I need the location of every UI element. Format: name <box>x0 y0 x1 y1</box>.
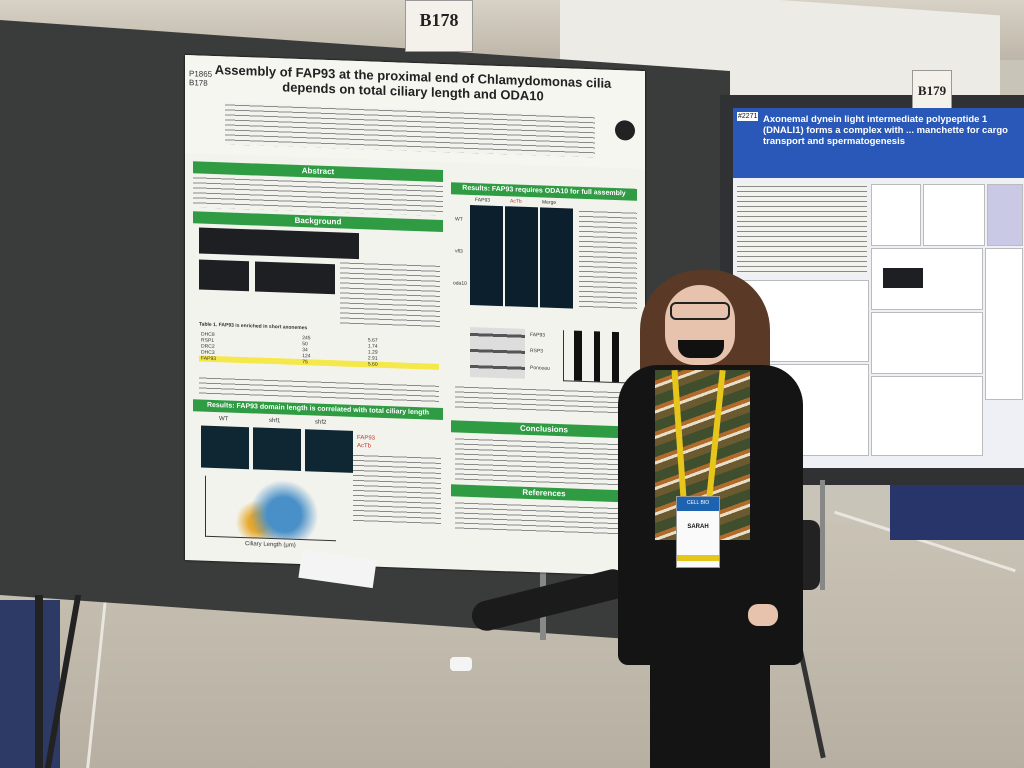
label-wt: WT <box>219 416 229 423</box>
booth-sign-right: B179 <box>912 70 952 112</box>
micrograph-shf2 <box>305 429 353 473</box>
poster-right-figure <box>985 248 1023 400</box>
label-fap93-col: FAP93 <box>475 197 491 204</box>
label-blot-fap93: FAP93 <box>530 332 546 339</box>
enrichment-table: DHC8 245 5.67 RSP1 50 1.74 DRC2 34 1.29 DHC3 12… <box>199 331 439 370</box>
board-leg <box>540 530 546 640</box>
poster-authors <box>225 102 595 158</box>
person-pants <box>650 540 770 768</box>
bar-chart <box>563 330 634 384</box>
references-text <box>455 500 635 537</box>
section-conclusions: Conclusions <box>451 420 637 439</box>
badge-stripe <box>677 555 719 561</box>
axis-label: Ciliary Length (μm) <box>245 541 296 549</box>
poster-left: P1865 B178 Assembly of FAP93 at the prox… <box>185 55 645 577</box>
poster-header: P1865 B178 Assembly of FAP93 at the prox… <box>185 55 645 170</box>
label-blot-ponceau: Ponceau <box>530 365 550 372</box>
table-caption: Table 1. FAP93 is enriched in short axon… <box>199 321 308 332</box>
poster-right-figure <box>871 312 983 374</box>
background-figure <box>199 259 249 292</box>
poster-right-header: #2271 Axonemal dynein light intermediate… <box>733 108 1024 178</box>
badge-org: CELL BIO <box>686 500 710 506</box>
background-figure <box>199 227 359 260</box>
face-mask <box>678 340 724 358</box>
label-merge-col: Merge <box>542 199 557 206</box>
results-length-text <box>353 452 441 526</box>
micrograph-shf1 <box>253 427 301 472</box>
label-shf1: shf1 <box>269 417 281 425</box>
booth-sign-left: B178 <box>405 0 473 52</box>
mask-on-floor <box>450 657 472 671</box>
board-leg <box>35 595 43 768</box>
abstract-text <box>193 175 443 217</box>
poster-right-figure <box>871 376 983 456</box>
background-text <box>340 260 440 330</box>
label-actb-col: AcTb <box>510 198 522 205</box>
micrograph-wt <box>201 425 249 470</box>
figure-legend <box>455 384 635 417</box>
western-blot <box>470 326 525 379</box>
conclusions-text <box>455 436 635 487</box>
board-leg <box>820 480 825 590</box>
eyeglasses <box>670 302 730 320</box>
poster-right-text <box>737 184 867 274</box>
micrograph-grid <box>470 204 575 309</box>
label-fap93: FAP93 <box>357 435 376 442</box>
background-figure <box>255 261 335 295</box>
person-hand <box>748 604 778 626</box>
scatter-plot <box>205 475 336 542</box>
label-wt-row: WT <box>455 216 463 223</box>
poster-number: #2271 <box>737 112 759 121</box>
poster-right-figure <box>871 184 921 246</box>
table-notes <box>199 375 439 404</box>
poster-right-title: Axonemal dynein light intermediate polyp… <box>763 114 1008 147</box>
label-actb: AcTb <box>357 443 372 450</box>
table-cell: 5.60 <box>367 361 378 368</box>
label-shf2: shf2 <box>315 419 327 426</box>
name-badge: CELL BIO SARAH <box>676 496 720 568</box>
university-logo <box>615 120 635 141</box>
label-blot-rsp3: RSP3 <box>530 348 544 355</box>
poster-title: Assembly of FAP93 at the proximal end of… <box>203 62 623 107</box>
figure-legend <box>579 208 637 311</box>
poster-right-figure <box>923 184 985 246</box>
badge-name: SARAH <box>687 524 709 530</box>
poster-right-micrograph <box>883 268 923 288</box>
label-vfl3-row: vfl3 <box>455 248 463 255</box>
section-references: References <box>451 484 637 503</box>
label-oda10-row: oda10 <box>453 280 467 287</box>
table-cell: 75 <box>302 359 308 366</box>
badge-header <box>677 497 719 511</box>
poster-right-figure <box>987 184 1023 246</box>
